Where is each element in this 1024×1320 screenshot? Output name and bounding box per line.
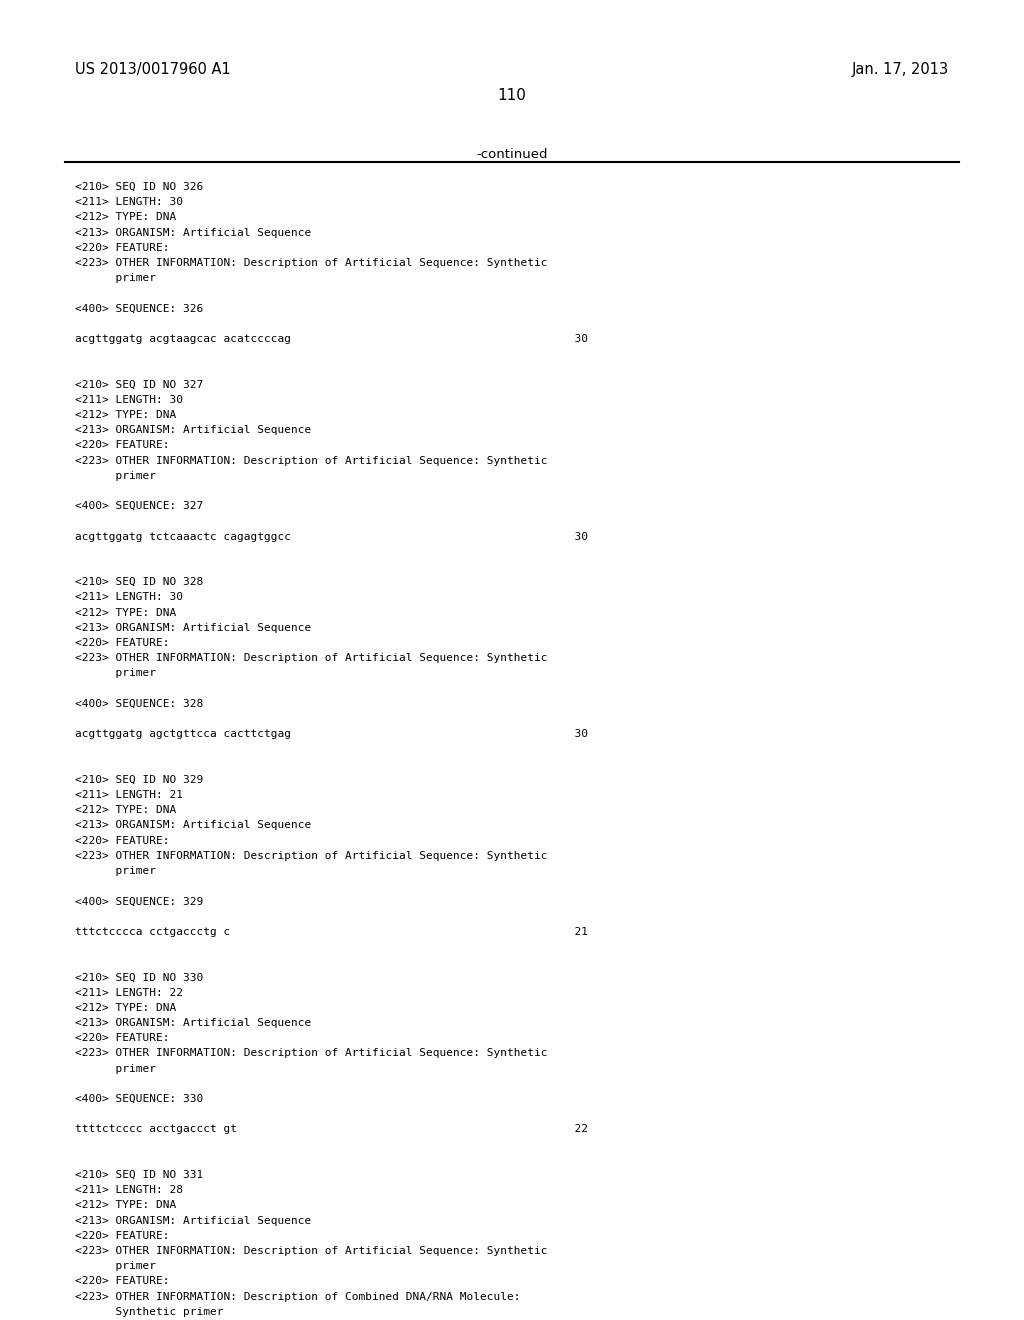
Text: <210> SEQ ID NO 328: <210> SEQ ID NO 328	[75, 577, 203, 587]
Text: <220> FEATURE:: <220> FEATURE:	[75, 1034, 170, 1043]
Text: acgttggatg agctgttcca cacttctgag                                          30: acgttggatg agctgttcca cacttctgag 30	[75, 729, 588, 739]
Text: <213> ORGANISM: Artificial Sequence: <213> ORGANISM: Artificial Sequence	[75, 623, 311, 632]
Text: <210> SEQ ID NO 330: <210> SEQ ID NO 330	[75, 973, 203, 982]
Text: <223> OTHER INFORMATION: Description of Artificial Sequence: Synthetic: <223> OTHER INFORMATION: Description of …	[75, 455, 548, 466]
Text: <212> TYPE: DNA: <212> TYPE: DNA	[75, 411, 176, 420]
Text: <223> OTHER INFORMATION: Description of Artificial Sequence: Synthetic: <223> OTHER INFORMATION: Description of …	[75, 257, 548, 268]
Text: ttttctcccc acctgaccct gt                                                  22: ttttctcccc acctgaccct gt 22	[75, 1125, 588, 1134]
Text: <223> OTHER INFORMATION: Description of Artificial Sequence: Synthetic: <223> OTHER INFORMATION: Description of …	[75, 653, 548, 663]
Text: <220> FEATURE:: <220> FEATURE:	[75, 1276, 170, 1287]
Text: primer: primer	[75, 1064, 156, 1073]
Text: primer: primer	[75, 273, 156, 284]
Text: <220> FEATURE:: <220> FEATURE:	[75, 836, 170, 846]
Text: <212> TYPE: DNA: <212> TYPE: DNA	[75, 213, 176, 222]
Text: primer: primer	[75, 866, 156, 876]
Text: primer: primer	[75, 1261, 156, 1271]
Text: <400> SEQUENCE: 326: <400> SEQUENCE: 326	[75, 304, 203, 314]
Text: <211> LENGTH: 30: <211> LENGTH: 30	[75, 395, 183, 405]
Text: <212> TYPE: DNA: <212> TYPE: DNA	[75, 1200, 176, 1210]
Text: <400> SEQUENCE: 327: <400> SEQUENCE: 327	[75, 502, 203, 511]
Text: <211> LENGTH: 30: <211> LENGTH: 30	[75, 593, 183, 602]
Text: <213> ORGANISM: Artificial Sequence: <213> ORGANISM: Artificial Sequence	[75, 227, 311, 238]
Text: primer: primer	[75, 471, 156, 480]
Text: <400> SEQUENCE: 330: <400> SEQUENCE: 330	[75, 1094, 203, 1104]
Text: <223> OTHER INFORMATION: Description of Combined DNA/RNA Molecule:: <223> OTHER INFORMATION: Description of …	[75, 1291, 520, 1302]
Text: <213> ORGANISM: Artificial Sequence: <213> ORGANISM: Artificial Sequence	[75, 1216, 311, 1225]
Text: <220> FEATURE:: <220> FEATURE:	[75, 243, 170, 253]
Text: <213> ORGANISM: Artificial Sequence: <213> ORGANISM: Artificial Sequence	[75, 425, 311, 436]
Text: <212> TYPE: DNA: <212> TYPE: DNA	[75, 607, 176, 618]
Text: <223> OTHER INFORMATION: Description of Artificial Sequence: Synthetic: <223> OTHER INFORMATION: Description of …	[75, 1246, 548, 1257]
Text: <220> FEATURE:: <220> FEATURE:	[75, 638, 170, 648]
Text: <211> LENGTH: 30: <211> LENGTH: 30	[75, 197, 183, 207]
Text: <211> LENGTH: 22: <211> LENGTH: 22	[75, 987, 183, 998]
Text: acgttggatg acgtaagcac acatccccag                                          30: acgttggatg acgtaagcac acatccccag 30	[75, 334, 588, 345]
Text: <400> SEQUENCE: 328: <400> SEQUENCE: 328	[75, 698, 203, 709]
Text: <212> TYPE: DNA: <212> TYPE: DNA	[75, 1003, 176, 1012]
Text: <211> LENGTH: 28: <211> LENGTH: 28	[75, 1185, 183, 1195]
Text: <400> SEQUENCE: 329: <400> SEQUENCE: 329	[75, 896, 203, 907]
Text: <220> FEATURE:: <220> FEATURE:	[75, 1230, 170, 1241]
Text: <210> SEQ ID NO 327: <210> SEQ ID NO 327	[75, 380, 203, 389]
Text: acgttggatg tctcaaactc cagagtggcc                                          30: acgttggatg tctcaaactc cagagtggcc 30	[75, 532, 588, 541]
Text: <213> ORGANISM: Artificial Sequence: <213> ORGANISM: Artificial Sequence	[75, 821, 311, 830]
Text: <211> LENGTH: 21: <211> LENGTH: 21	[75, 789, 183, 800]
Text: 110: 110	[498, 88, 526, 103]
Text: <210> SEQ ID NO 326: <210> SEQ ID NO 326	[75, 182, 203, 191]
Text: <220> FEATURE:: <220> FEATURE:	[75, 441, 170, 450]
Text: US 2013/0017960 A1: US 2013/0017960 A1	[75, 62, 230, 77]
Text: primer: primer	[75, 668, 156, 678]
Text: Synthetic primer: Synthetic primer	[75, 1307, 223, 1317]
Text: <210> SEQ ID NO 331: <210> SEQ ID NO 331	[75, 1170, 203, 1180]
Text: -continued: -continued	[476, 148, 548, 161]
Text: <212> TYPE: DNA: <212> TYPE: DNA	[75, 805, 176, 816]
Text: <223> OTHER INFORMATION: Description of Artificial Sequence: Synthetic: <223> OTHER INFORMATION: Description of …	[75, 1048, 548, 1059]
Text: tttctcccca cctgaccctg c                                                   21: tttctcccca cctgaccctg c 21	[75, 927, 588, 937]
Text: <213> ORGANISM: Artificial Sequence: <213> ORGANISM: Artificial Sequence	[75, 1018, 311, 1028]
Text: <210> SEQ ID NO 329: <210> SEQ ID NO 329	[75, 775, 203, 785]
Text: Jan. 17, 2013: Jan. 17, 2013	[852, 62, 949, 77]
Text: <223> OTHER INFORMATION: Description of Artificial Sequence: Synthetic: <223> OTHER INFORMATION: Description of …	[75, 851, 548, 861]
